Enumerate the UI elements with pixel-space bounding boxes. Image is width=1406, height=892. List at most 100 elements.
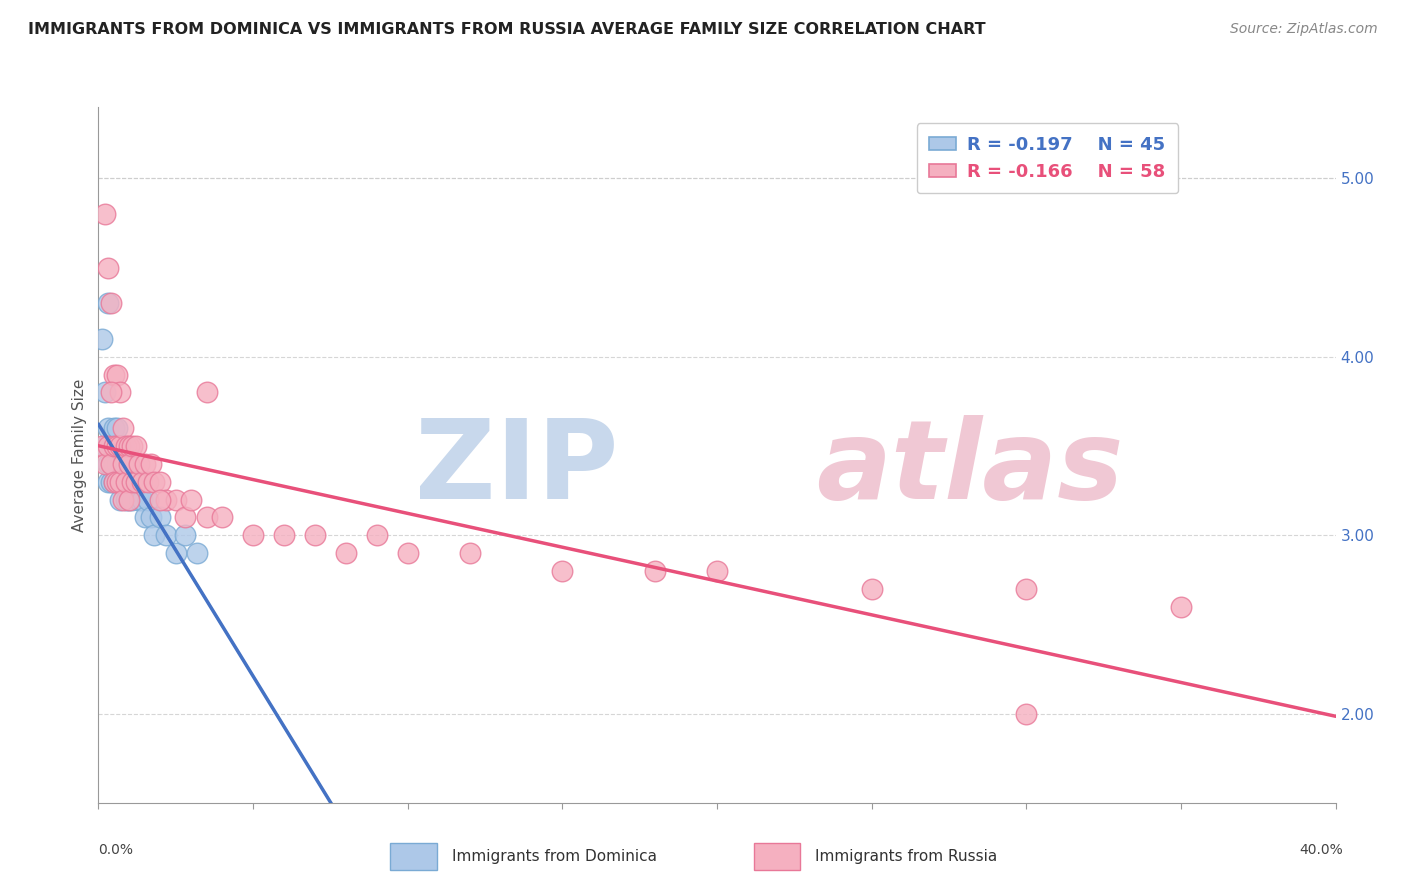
Text: ZIP: ZIP — [415, 416, 619, 523]
Point — [105, 475, 128, 489]
Point — [97, 421, 120, 435]
Point — [118, 492, 141, 507]
Point — [1170, 599, 1192, 614]
Point — [105, 457, 128, 471]
Point — [103, 457, 125, 471]
Point — [273, 528, 295, 542]
Point — [108, 492, 131, 507]
Point — [100, 475, 122, 489]
Point — [118, 457, 141, 471]
Bar — [391, 843, 436, 870]
Point — [100, 296, 122, 310]
Point — [644, 564, 666, 578]
Point — [174, 510, 197, 524]
Point — [108, 475, 131, 489]
Point — [174, 528, 197, 542]
Point — [136, 492, 159, 507]
Point — [335, 546, 357, 560]
Point — [118, 475, 141, 489]
Point — [100, 385, 122, 400]
Point — [115, 475, 138, 489]
Point — [128, 457, 150, 471]
Point — [124, 475, 146, 489]
Point — [97, 475, 120, 489]
Point — [134, 457, 156, 471]
Point — [103, 475, 125, 489]
Point — [149, 475, 172, 489]
Point — [195, 510, 218, 524]
Point — [1015, 706, 1038, 721]
Point — [97, 439, 120, 453]
Point — [186, 546, 208, 560]
Bar — [754, 843, 800, 870]
Point — [242, 528, 264, 542]
Point — [105, 368, 128, 382]
Legend: R = -0.197    N = 45, R = -0.166    N = 58: R = -0.197 N = 45, R = -0.166 N = 58 — [917, 123, 1178, 194]
Point — [860, 582, 883, 596]
Point — [143, 528, 166, 542]
Y-axis label: Average Family Size: Average Family Size — [72, 378, 87, 532]
Point — [143, 475, 166, 489]
Point — [93, 457, 115, 471]
Point — [105, 439, 128, 453]
Point — [97, 457, 120, 471]
Point — [139, 510, 162, 524]
Point — [115, 457, 138, 471]
Point — [706, 564, 728, 578]
Point — [100, 457, 122, 471]
Point — [108, 457, 131, 471]
Point — [551, 564, 574, 578]
Point — [118, 492, 141, 507]
Point — [103, 421, 125, 435]
Point — [90, 439, 112, 453]
Point — [103, 475, 125, 489]
Point — [149, 492, 172, 507]
Point — [108, 475, 131, 489]
Point — [165, 546, 187, 560]
Point — [105, 421, 128, 435]
Text: Source: ZipAtlas.com: Source: ZipAtlas.com — [1230, 22, 1378, 37]
Point — [112, 439, 135, 453]
Point — [112, 421, 135, 435]
Point — [93, 207, 115, 221]
Point — [90, 332, 112, 346]
Point — [103, 439, 125, 453]
Point — [112, 457, 135, 471]
Point — [118, 439, 141, 453]
Point — [1015, 582, 1038, 596]
Text: atlas: atlas — [815, 416, 1123, 523]
Point — [165, 492, 187, 507]
Point — [121, 439, 143, 453]
Point — [366, 528, 388, 542]
Text: Immigrants from Russia: Immigrants from Russia — [815, 849, 998, 863]
Point — [121, 475, 143, 489]
Point — [180, 492, 202, 507]
Point — [108, 439, 131, 453]
Point — [155, 492, 177, 507]
Point — [121, 475, 143, 489]
Point — [112, 475, 135, 489]
Point — [155, 528, 177, 542]
Point — [211, 510, 233, 524]
Point — [131, 492, 153, 507]
Text: IMMIGRANTS FROM DOMINICA VS IMMIGRANTS FROM RUSSIA AVERAGE FAMILY SIZE CORRELATI: IMMIGRANTS FROM DOMINICA VS IMMIGRANTS F… — [28, 22, 986, 37]
Point — [93, 385, 115, 400]
Point — [115, 439, 138, 453]
Point — [149, 510, 172, 524]
Point — [118, 457, 141, 471]
Point — [108, 439, 131, 453]
Point — [100, 457, 122, 471]
Point — [108, 385, 131, 400]
Point — [136, 475, 159, 489]
Point — [115, 475, 138, 489]
Point — [124, 439, 146, 453]
Point — [103, 368, 125, 382]
Point — [139, 457, 162, 471]
Point — [105, 475, 128, 489]
Point — [195, 385, 218, 400]
Point — [131, 475, 153, 489]
Point — [103, 439, 125, 453]
Point — [112, 492, 135, 507]
Point — [128, 492, 150, 507]
Point — [458, 546, 481, 560]
